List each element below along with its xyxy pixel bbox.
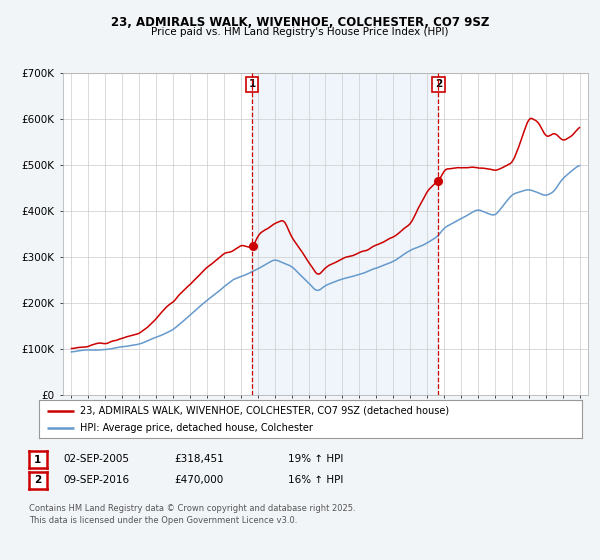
Text: Price paid vs. HM Land Registry's House Price Index (HPI): Price paid vs. HM Land Registry's House … xyxy=(151,27,449,37)
Bar xyxy=(252,73,439,395)
Text: 2: 2 xyxy=(435,80,442,89)
Text: 1: 1 xyxy=(248,80,256,89)
Text: 2: 2 xyxy=(34,475,41,486)
Text: £470,000: £470,000 xyxy=(174,475,223,485)
Text: 1: 1 xyxy=(34,455,41,465)
Text: 16% ↑ HPI: 16% ↑ HPI xyxy=(288,475,343,485)
Text: 19% ↑ HPI: 19% ↑ HPI xyxy=(288,454,343,464)
Text: Contains HM Land Registry data © Crown copyright and database right 2025.
This d: Contains HM Land Registry data © Crown c… xyxy=(29,504,355,525)
Text: HPI: Average price, detached house, Colchester: HPI: Average price, detached house, Colc… xyxy=(80,423,313,433)
Text: 09-SEP-2016: 09-SEP-2016 xyxy=(63,475,129,485)
Text: £318,451: £318,451 xyxy=(174,454,224,464)
Text: 02-SEP-2005: 02-SEP-2005 xyxy=(63,454,129,464)
Text: 23, ADMIRALS WALK, WIVENHOE, COLCHESTER, CO7 9SZ (detached house): 23, ADMIRALS WALK, WIVENHOE, COLCHESTER,… xyxy=(80,405,449,416)
Text: 23, ADMIRALS WALK, WIVENHOE, COLCHESTER, CO7 9SZ: 23, ADMIRALS WALK, WIVENHOE, COLCHESTER,… xyxy=(111,16,489,29)
